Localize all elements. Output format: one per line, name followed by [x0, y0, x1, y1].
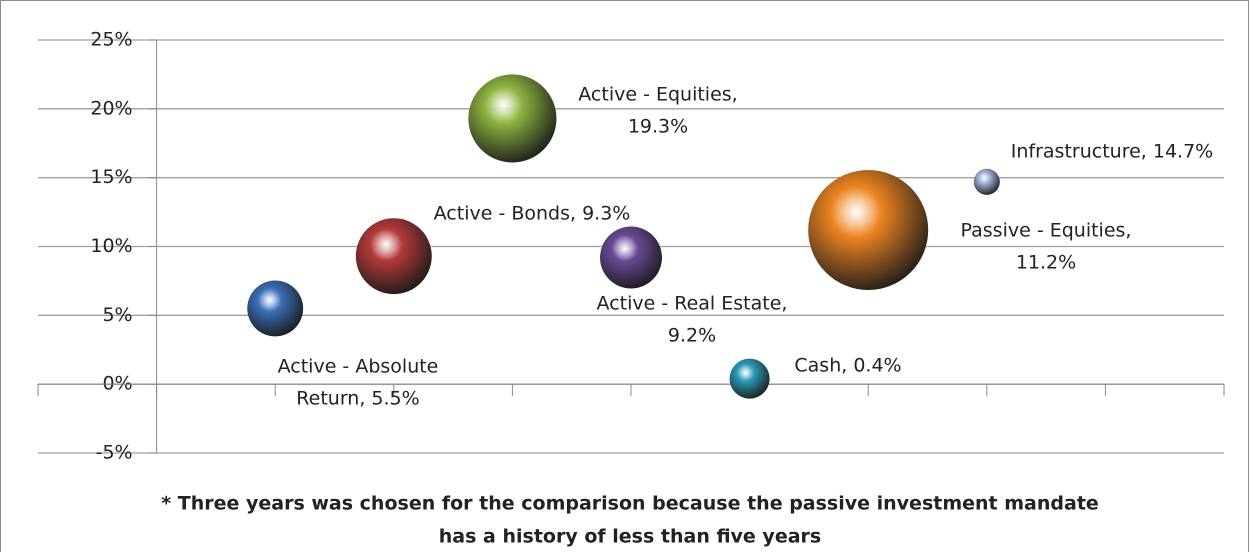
y-tick-label: 10% [90, 235, 132, 257]
bubble [355, 218, 432, 295]
data-label: Passive - Equities, [961, 220, 1132, 242]
data-label: Infrastructure, 14.7% [1011, 141, 1213, 163]
y-tick-label: 25% [90, 29, 132, 51]
y-tick-label: 5% [102, 304, 132, 326]
data-label: Active - Absolute [278, 356, 439, 378]
footnote: * Three years was chosen for the compari… [161, 493, 1099, 515]
y-tick-label: -5% [96, 442, 133, 464]
data-label: Active - Equities, [578, 84, 737, 106]
bubble [973, 168, 1000, 195]
data-label: 19.3% [628, 116, 688, 138]
bubble [808, 169, 929, 290]
data-label: 9.2% [668, 325, 716, 347]
data-label: 11.2% [1016, 252, 1076, 274]
bubble [729, 358, 770, 399]
data-label: Active - Bonds, 9.3% [434, 203, 631, 225]
bubble [600, 226, 662, 289]
data-label: Cash, 0.4% [794, 355, 901, 377]
y-tick-label: 20% [90, 97, 132, 119]
data-label: Return, 5.5% [296, 388, 419, 410]
bubble [468, 74, 557, 163]
bubble [247, 280, 304, 337]
y-tick-label: 15% [90, 166, 132, 188]
data-label: Active - Real Estate, [597, 293, 788, 315]
footnote: has a history of less than five years [439, 526, 821, 548]
